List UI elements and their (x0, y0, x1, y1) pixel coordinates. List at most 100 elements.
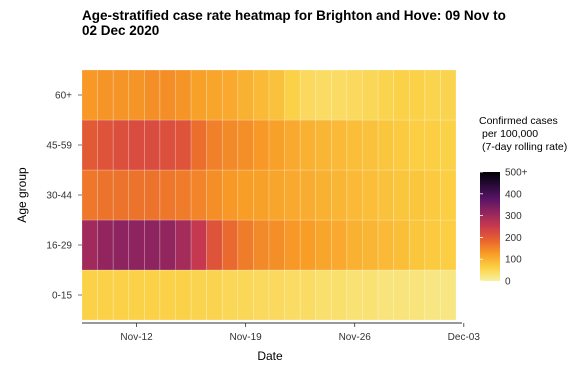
heatmap-cell-0-15-2020-11-29 (393, 269, 410, 321)
heatmap-cell-30-44-2020-11-29 (393, 169, 410, 221)
x-axis-title: Date (257, 349, 283, 363)
heatmap-cell-30-44-2020-11-23 (299, 169, 317, 221)
y-tick-label: 0-15 (52, 291, 72, 302)
heatmap-cell-60+-2020-11-17 (206, 69, 223, 121)
y-tick-label: 45-59 (46, 141, 72, 152)
heatmap-cell-16-29-2020-11-18 (221, 219, 239, 271)
heatmap-cell-45-59-2020-12-02 (440, 119, 457, 171)
heatmap-cell-0-15-2020-11-20 (253, 269, 270, 321)
heatmap-cell-60+-2020-11-10 (97, 69, 114, 121)
heatmap-cell-45-59-2020-12-01 (424, 119, 441, 171)
heatmap-cell-30-44-2020-11-10 (97, 169, 114, 221)
heatmap-cell-30-44-2020-11-26 (346, 169, 363, 221)
heatmap-cell-45-59-2020-11-27 (362, 119, 379, 171)
heatmap-cell-16-29-2020-11-14 (159, 219, 176, 271)
heatmap-cell-16-29-2020-11-13 (144, 219, 161, 271)
heatmap-cell-60+-2020-11-26 (346, 69, 363, 121)
legend-title-line-3: (7-day rolling rate) (482, 141, 567, 153)
heatmap-cell-30-44-2020-11-24 (315, 169, 332, 221)
heatmap-cell-0-15-2020-11-24 (315, 269, 332, 321)
chart-title-line-2: 02 Dec 2020 (82, 23, 159, 38)
heatmap-cell-45-59-2020-11-15 (175, 119, 192, 171)
x-tick-label: Nov-19 (230, 332, 263, 343)
legend-title-line-2: per 100,000 (482, 128, 538, 140)
heatmap-cell-45-59-2020-11-20 (253, 119, 270, 171)
legend-title-line-1: Confirmed cases (479, 115, 558, 127)
heatmap-cell-16-29-2020-11-11 (112, 219, 130, 271)
legend-color-bar (480, 172, 500, 281)
heatmap-cell-60+-2020-11-24 (315, 69, 332, 121)
y-tick-label: 60+ (55, 91, 72, 102)
heatmap-cell-16-29-2020-12-01 (424, 219, 441, 271)
heatmap-cell-45-59-2020-11-13 (144, 119, 161, 171)
heatmap-cell-16-29-2020-11-23 (299, 219, 317, 271)
heatmap-cell-60+-2020-11-23 (299, 69, 317, 121)
heatmap-cell-30-44-2020-11-14 (159, 169, 176, 221)
heatmap-cell-45-59-2020-11-09 (81, 119, 98, 171)
heatmap-cell-30-44-2020-11-22 (284, 169, 301, 221)
heatmap-cell-60+-2020-11-09 (81, 69, 98, 121)
heatmap-cell-30-44-2020-11-13 (144, 169, 161, 221)
heatmap-cell-0-15-2020-11-10 (97, 269, 114, 321)
heatmap-cell-30-44-2020-12-01 (424, 169, 441, 221)
heatmap-cell-0-15-2020-11-22 (284, 269, 301, 321)
heatmap-cell-60+-2020-11-11 (112, 69, 130, 121)
x-tick-label: Dec-03 (448, 332, 481, 343)
heatmap-cell-45-59-2020-11-17 (206, 119, 223, 171)
y-tick-label: 16-29 (46, 241, 72, 252)
heatmap-cell-0-15-2020-11-11 (112, 269, 130, 321)
heatmap-cell-45-59-2020-11-23 (299, 119, 317, 171)
heatmap-cell-30-44-2020-11-25 (331, 169, 348, 221)
heatmap-cell-30-44-2020-11-27 (362, 169, 379, 221)
heatmap-cell-60+-2020-11-21 (268, 69, 285, 121)
heatmap-cell-16-29-2020-11-28 (377, 219, 394, 271)
heatmap-cell-16-29-2020-11-19 (237, 219, 254, 271)
heatmap-cell-0-15-2020-11-23 (299, 269, 317, 321)
heatmap-cell-45-59-2020-11-21 (268, 119, 285, 171)
x-tick-label: Nov-12 (120, 332, 153, 343)
heatmap-cell-30-44-2020-11-15 (175, 169, 192, 221)
heatmap-cell-0-15-2020-11-26 (346, 269, 363, 321)
heatmap-cell-0-15-2020-12-01 (424, 269, 441, 321)
heatmap-cell-60+-2020-11-25 (331, 69, 348, 121)
x-axis-ticks: Nov-12 Nov-19 Nov-26 Dec-03 (82, 322, 481, 343)
legend-tick-label: 300 (505, 211, 522, 222)
heatmap-cell-30-44-2020-11-17 (206, 169, 223, 221)
heatmap-cell-16-29-2020-11-26 (346, 219, 363, 271)
heatmap-cell-16-29-2020-11-21 (268, 219, 285, 271)
heatmap-cell-60+-2020-12-01 (424, 69, 441, 121)
legend-tick-label: 100 (505, 255, 522, 266)
heatmap-cell-60+-2020-11-29 (393, 69, 410, 121)
heatmap-cell-30-44-2020-11-18 (221, 169, 239, 221)
heatmap-cell-45-59-2020-11-10 (97, 119, 114, 171)
heatmap-cell-16-29-2020-11-20 (253, 219, 270, 271)
heatmap-cell-30-44-2020-11-21 (268, 169, 285, 221)
heatmap-cell-30-44-2020-11-20 (253, 169, 270, 221)
heatmap-cell-45-59-2020-11-26 (346, 119, 363, 171)
heatmap-cell-45-59-2020-11-25 (331, 119, 348, 171)
heatmap-cell-16-29-2020-11-30 (408, 219, 426, 271)
heatmap-cell-60+-2020-11-30 (408, 69, 426, 121)
heatmap-cell-0-15-2020-11-16 (190, 269, 207, 321)
heatmap-cell-16-29-2020-11-25 (331, 219, 348, 271)
heatmap-cell-60+-2020-11-19 (237, 69, 254, 121)
heatmap-cell-45-59-2020-11-16 (190, 119, 207, 171)
heatmap-cell-30-44-2020-11-09 (81, 169, 98, 221)
heatmap-cell-60+-2020-11-20 (253, 69, 270, 121)
heatmap-cell-45-59-2020-11-12 (128, 119, 145, 171)
heatmap-cell-0-15-2020-11-12 (128, 269, 145, 321)
heatmap-cell-16-29-2020-11-17 (206, 219, 223, 271)
heatmap-cell-30-44-2020-12-02 (440, 169, 457, 221)
heatmap-cell-30-44-2020-11-19 (237, 169, 254, 221)
heatmap-cell-45-59-2020-11-24 (315, 119, 332, 171)
heatmap-cell-16-29-2020-11-15 (175, 219, 192, 271)
heatmap-cell-16-29-2020-11-12 (128, 219, 145, 271)
heatmap-cell-45-59-2020-11-18 (221, 119, 239, 171)
heatmap-cell-30-44-2020-11-28 (377, 169, 394, 221)
heatmap-cell-0-15-2020-11-27 (362, 269, 379, 321)
heatmap-cell-0-15-2020-11-28 (377, 269, 394, 321)
heatmap-cells (81, 69, 457, 321)
heatmap-cell-0-15-2020-11-13 (144, 269, 161, 321)
y-tick-label: 30-44 (46, 191, 72, 202)
